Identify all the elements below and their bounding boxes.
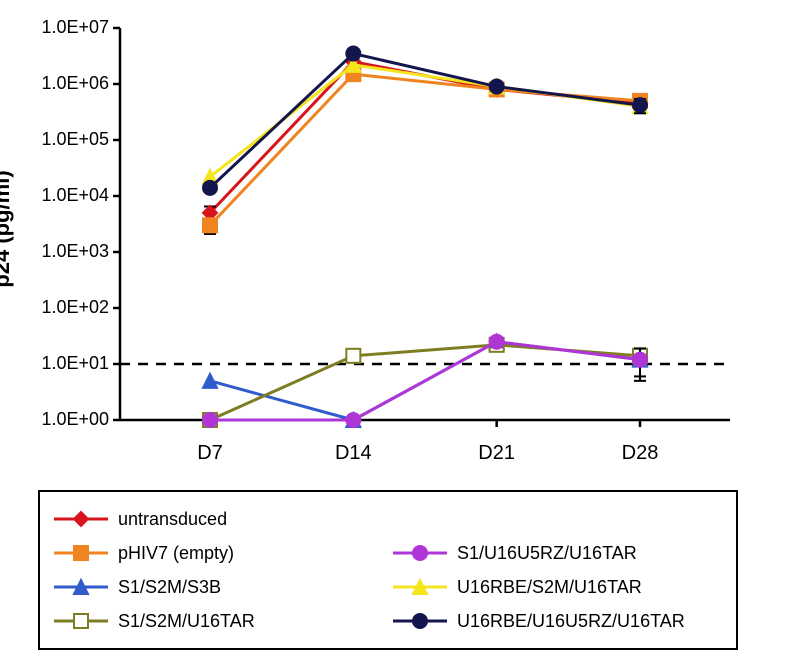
y-tick-label: 1.0E+02	[41, 297, 109, 318]
legend-swatch	[54, 545, 108, 561]
p24-chart	[80, 20, 740, 438]
x-tick-label: D14	[335, 442, 372, 465]
y-tick-label: 1.0E+07	[41, 17, 109, 38]
chart-svg	[80, 20, 740, 438]
legend-swatch	[54, 579, 108, 595]
legend-swatch	[54, 613, 108, 629]
legend-label: U16RBE/U16U5RZ/U16TAR	[457, 611, 685, 632]
legend-swatch	[393, 579, 447, 595]
y-tick-label: 1.0E+05	[41, 129, 109, 150]
y-tick-label: 1.0E+00	[41, 409, 109, 430]
legend-label: pHIV7 (empty)	[118, 543, 234, 564]
legend-item-untransduced: untransduced	[54, 509, 383, 530]
legend-item-u16rbes2mu16tar: U16RBE/S2M/U16TAR	[393, 577, 722, 598]
legend-label: S1/S2M/S3B	[118, 577, 221, 598]
legend-item-s1u16u5rzu16tar: S1/U16U5RZ/U16TAR	[393, 543, 722, 564]
legend-item-phiv7: pHIV7 (empty)	[54, 543, 383, 564]
legend-swatch	[393, 613, 447, 629]
legend-item-s1s2mu16tar: S1/S2M/U16TAR	[54, 611, 383, 632]
legend-label: S1/U16U5RZ/U16TAR	[457, 543, 637, 564]
x-tick-label: D28	[622, 442, 659, 465]
legend-label: untransduced	[118, 509, 227, 530]
y-axis-label: p24 (pg/ml)	[0, 170, 15, 287]
y-tick-label: 1.0E+06	[41, 73, 109, 94]
x-tick-label: D7	[197, 442, 223, 465]
y-tick-label: 1.0E+01	[41, 353, 109, 374]
legend-swatch	[393, 545, 447, 561]
y-tick-label: 1.0E+04	[41, 185, 109, 206]
y-tick-label: 1.0E+03	[41, 241, 109, 262]
legend-label: S1/S2M/U16TAR	[118, 611, 255, 632]
legend-item-u16rbeu16u5rzu16tar: U16RBE/U16U5RZ/U16TAR	[393, 611, 722, 632]
x-tick-label: D21	[478, 442, 515, 465]
legend-swatch	[54, 511, 108, 527]
legend-label: U16RBE/S2M/U16TAR	[457, 577, 642, 598]
legend-item-s1s2ms3b: S1/S2M/S3B	[54, 577, 383, 598]
legend: untransduced pHIV7 (empty) S1/U16U5RZ/U16T…	[38, 490, 738, 650]
